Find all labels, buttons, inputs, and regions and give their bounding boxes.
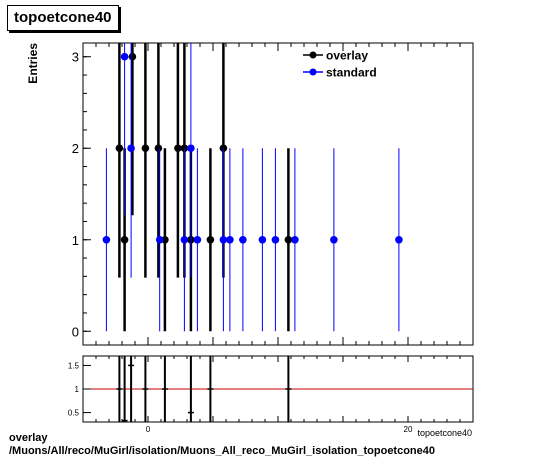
overlay-point	[120, 235, 129, 244]
standard-point	[291, 235, 299, 244]
main-series	[102, 43, 403, 332]
overlay-point	[128, 52, 137, 61]
main-plot: Entries 0 1 2 3 overlay standard	[26, 42, 474, 346]
y-tick-label: 1	[72, 233, 79, 248]
standard-point	[239, 235, 247, 244]
overlay-point	[161, 235, 169, 244]
ratio-series	[116, 356, 292, 422]
standard-point	[193, 235, 202, 244]
overlay-point	[174, 144, 182, 153]
overlay-point	[206, 235, 215, 244]
y-tick-label: 3	[72, 50, 79, 65]
y-tick-label: 0	[72, 324, 79, 339]
y-tick-label: 2	[72, 141, 79, 156]
ratio-x-tick-label: 0	[146, 425, 151, 434]
standard-point	[120, 52, 129, 61]
overlay-point	[115, 144, 124, 153]
standard-point	[330, 235, 338, 244]
histogram-title: topoetcone40	[7, 5, 119, 31]
legend: overlay standard	[303, 49, 377, 80]
overlay-point	[154, 144, 163, 153]
legend-label-overlay: overlay	[326, 49, 368, 63]
caption-line-1: overlay	[9, 432, 48, 444]
ratio-x-tick-label: 20	[404, 425, 413, 434]
ratio-y-tick-label: 1	[75, 385, 80, 394]
standard-point	[258, 235, 267, 244]
ratio-y-tick-label: 1.5	[68, 361, 80, 370]
standard-point	[395, 235, 403, 244]
legend-marker-overlay-dot	[309, 51, 317, 59]
standard-point	[127, 144, 135, 153]
y-axis-label: Entries	[26, 43, 40, 84]
main-plot-frame	[82, 42, 474, 346]
legend-label-standard: standard	[326, 66, 377, 80]
overlay-point	[141, 144, 150, 153]
caption-line-2: /Muons/All/reco/MuGirl/isolation/Muons_A…	[9, 445, 436, 457]
x-axis-label: topoetcone40	[417, 428, 472, 438]
standard-point	[187, 144, 195, 153]
standard-point	[155, 235, 164, 244]
ratio-y-tick-label: 0.5	[68, 409, 80, 418]
overlay-point	[284, 235, 293, 244]
legend-marker-standard-dot	[309, 68, 317, 76]
histogram-caption: overlay /Muons/All/reco/MuGirl/isolation…	[9, 432, 435, 458]
standard-point	[226, 235, 234, 244]
standard-point	[271, 235, 280, 244]
standard-point	[180, 235, 189, 244]
ratio-plot: 0.5 1 1.5 0 20 topoetcone40	[68, 355, 474, 438]
standard-point	[219, 235, 228, 244]
main-axis-ticks: 0 1 2 3	[72, 43, 474, 345]
standard-point	[102, 235, 111, 244]
